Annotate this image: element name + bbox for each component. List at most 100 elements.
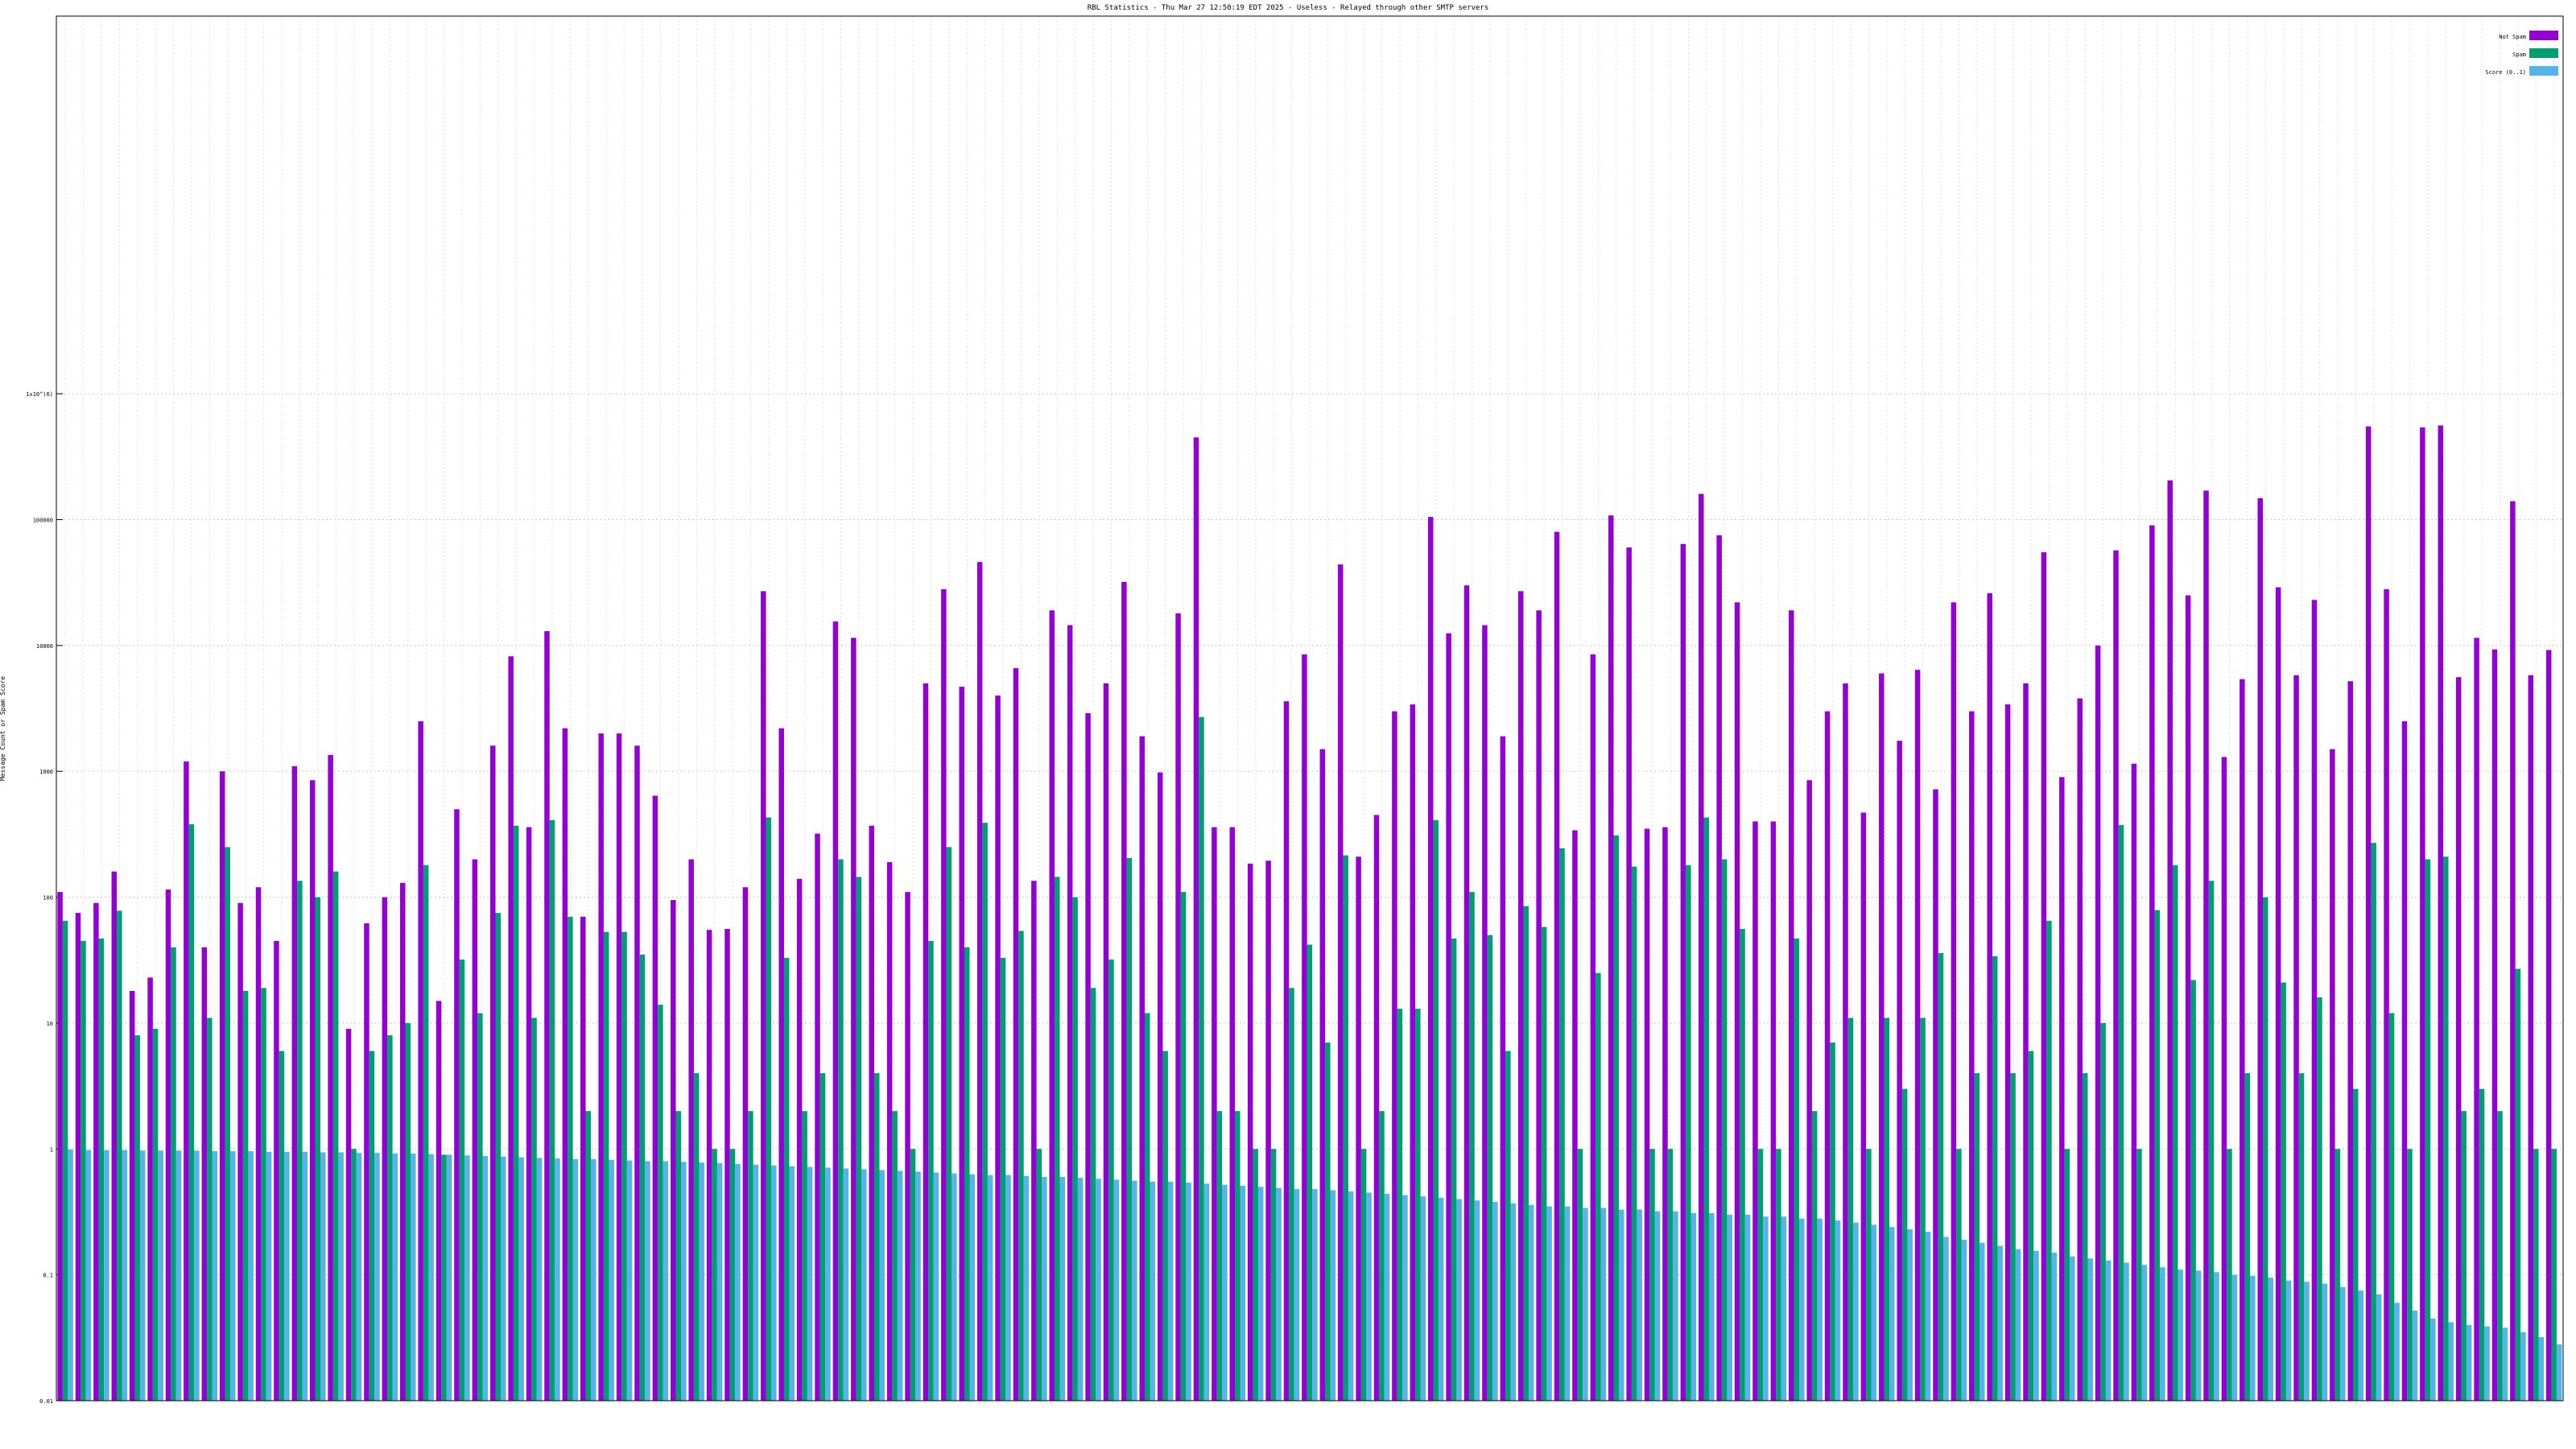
legend-label: Not Spam	[2499, 34, 2526, 40]
bar-spam	[1018, 931, 1024, 1401]
bar-score	[1871, 1224, 1877, 1401]
bar-score	[158, 1150, 163, 1401]
y-tick-label: 1000	[39, 769, 53, 775]
bar-spam	[1072, 897, 1078, 1401]
bar-spam	[1054, 877, 1060, 1401]
bar-score	[716, 1163, 723, 1401]
bar-spam	[2353, 1088, 2359, 1401]
bar-spam	[2244, 1073, 2251, 1401]
bar-not-spam	[1789, 610, 1794, 1401]
bar-not-spam	[905, 892, 910, 1401]
bar-not-spam	[923, 683, 929, 1401]
bar-not-spam	[399, 882, 406, 1401]
bar-score	[229, 1151, 236, 1401]
bar-not-spam	[1482, 625, 1488, 1401]
bar-not-spam	[616, 733, 622, 1401]
bar-score	[2394, 1302, 2400, 1401]
bar-score	[284, 1151, 290, 1401]
bar-spam	[1811, 1111, 1818, 1401]
bar-spam	[1505, 1051, 1511, 1401]
bar-score	[1257, 1187, 1264, 1401]
bar-not-spam	[1914, 670, 1921, 1401]
bar-score	[2502, 1327, 2508, 1401]
bar-not-spam	[1517, 591, 1524, 1401]
bar-score	[338, 1152, 344, 1401]
bar-not-spam	[778, 728, 784, 1401]
bar-score	[1203, 1183, 1210, 1401]
bar-not-spam	[201, 947, 208, 1401]
bar-spam	[1253, 1149, 1258, 1401]
bar-spam	[405, 1022, 411, 1401]
bar-not-spam	[345, 1029, 352, 1401]
bar-not-spam	[237, 902, 243, 1401]
bar-score	[2268, 1278, 2273, 1401]
bar-not-spam	[508, 656, 514, 1401]
bar-not-spam	[2059, 777, 2065, 1401]
bar-spam	[1090, 988, 1096, 1401]
bar-not-spam	[1392, 711, 1397, 1401]
bar-score	[987, 1174, 993, 1401]
bar-score	[2051, 1253, 2058, 1401]
bar-spam	[2190, 980, 2196, 1401]
bar-score	[392, 1153, 398, 1401]
bar-spam	[1108, 959, 1114, 1401]
bar-score	[1564, 1206, 1571, 1401]
bar-spam	[2461, 1111, 2467, 1401]
bar-not-spam	[1356, 857, 1361, 1401]
bar-not-spam	[1337, 564, 1344, 1401]
bar-score	[536, 1158, 543, 1401]
bar-not-spam	[2041, 552, 2047, 1401]
bar-spam	[2136, 1149, 2142, 1401]
bar-score	[122, 1150, 128, 1401]
bar-score	[2231, 1274, 2238, 1401]
bar-score	[2214, 1272, 2219, 1401]
bar-spam	[1541, 927, 1547, 1401]
bar-not-spam	[2365, 426, 2372, 1401]
bar-not-spam	[1554, 531, 1560, 1402]
bar-not-spam	[1860, 812, 1867, 1401]
bar-spam	[1379, 1111, 1385, 1401]
bar-not-spam	[1229, 827, 1236, 1401]
bar-spam	[603, 931, 609, 1401]
legend-label: Score (0..1)	[2485, 69, 2526, 76]
bar-score	[1781, 1216, 1787, 1401]
bar-score	[1438, 1197, 1444, 1401]
bar-spam	[1000, 957, 1006, 1401]
bar-not-spam	[2149, 525, 2155, 1401]
bar-spam	[2046, 920, 2052, 1401]
bar-score	[1763, 1216, 1769, 1401]
bar-score	[1113, 1179, 1120, 1401]
bar-not-spam	[490, 745, 496, 1401]
bar-not-spam	[688, 859, 694, 1401]
bar-spam	[1235, 1111, 1241, 1401]
bar-score	[1005, 1174, 1011, 1401]
bar-not-spam	[886, 861, 893, 1401]
bar-score	[2015, 1249, 2021, 1401]
bar-spam	[2371, 843, 2376, 1401]
bar-score	[2160, 1267, 2165, 1401]
bar-score	[139, 1150, 146, 1401]
bar-spam	[1397, 1009, 1403, 1401]
bar-not-spam	[598, 733, 604, 1401]
bar-not-spam	[544, 631, 550, 1401]
bar-not-spam	[1265, 861, 1271, 1401]
bar-score	[302, 1151, 308, 1401]
bar-spam	[261, 988, 266, 1401]
bar-spam	[1523, 906, 1529, 1401]
bar-spam	[1740, 928, 1745, 1401]
bar-not-spam	[1427, 517, 1434, 1401]
bar-score	[212, 1151, 218, 1401]
bar-score	[1366, 1192, 1372, 1401]
bar-not-spam	[291, 766, 298, 1401]
bar-not-spam	[1067, 625, 1073, 1401]
bar-not-spam	[526, 827, 532, 1401]
bar-not-spam	[1373, 815, 1380, 1401]
bar-score	[175, 1150, 182, 1401]
bar-spam	[639, 954, 646, 1401]
bar-score	[2087, 1258, 2093, 1401]
bar-spam	[2281, 982, 2286, 1401]
bar-spam	[2317, 997, 2322, 1401]
bar-not-spam	[2113, 550, 2119, 1401]
bar-spam	[171, 947, 176, 1401]
bar-spam	[658, 1005, 663, 1401]
